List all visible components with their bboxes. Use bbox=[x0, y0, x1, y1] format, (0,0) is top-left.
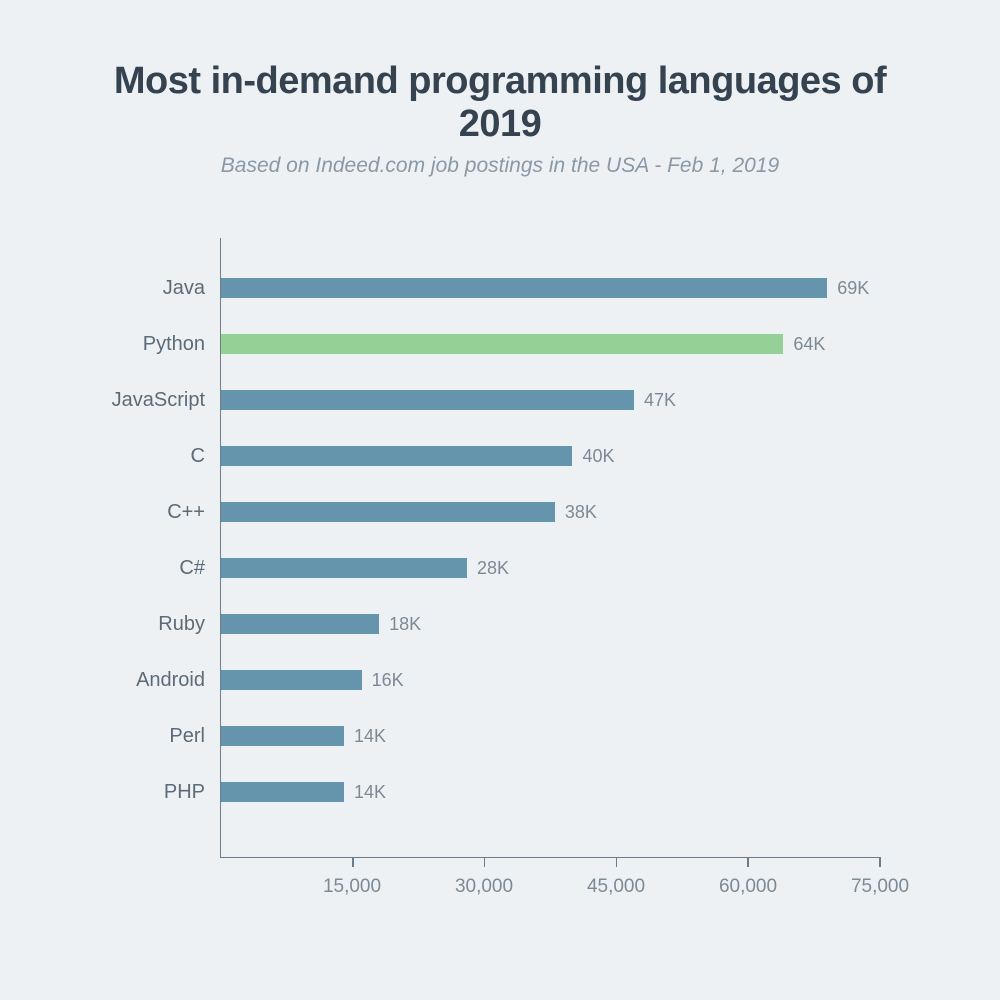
x-tick-label: 75,000 bbox=[851, 876, 909, 898]
bar-row: Java69K bbox=[221, 260, 880, 316]
bar-row: C++38K bbox=[221, 484, 880, 540]
chart: Java69KPython64KJavaScript47KC40KC++38KC… bbox=[70, 238, 930, 858]
bar-label: PHP bbox=[164, 781, 221, 804]
bar-label: Ruby bbox=[158, 613, 221, 636]
bar bbox=[221, 614, 379, 634]
bar-row: Python64K bbox=[221, 316, 880, 372]
x-tick bbox=[616, 857, 618, 867]
x-tick bbox=[747, 857, 749, 867]
bars-container: Java69KPython64KJavaScript47KC40KC++38KC… bbox=[221, 238, 880, 857]
bar bbox=[221, 502, 555, 522]
x-tick bbox=[484, 857, 486, 867]
x-tick-label: 30,000 bbox=[455, 876, 513, 898]
bar-value: 40K bbox=[572, 446, 614, 467]
bar-row: C40K bbox=[221, 428, 880, 484]
x-tick-label: 60,000 bbox=[719, 876, 777, 898]
bar-label: Perl bbox=[169, 725, 221, 748]
bar-label: C bbox=[191, 445, 221, 468]
bar-row: Perl14K bbox=[221, 708, 880, 764]
bar-value: 16K bbox=[362, 670, 404, 691]
x-tick bbox=[879, 857, 881, 867]
bar-row: PHP14K bbox=[221, 764, 880, 820]
bar-value: 18K bbox=[379, 614, 421, 635]
bar-row: JavaScript47K bbox=[221, 372, 880, 428]
x-tick-label: 15,000 bbox=[323, 876, 381, 898]
bar bbox=[221, 558, 467, 578]
bar-value: 64K bbox=[783, 334, 825, 355]
bar bbox=[221, 390, 634, 410]
bar-value: 69K bbox=[827, 278, 869, 299]
bar-value: 28K bbox=[467, 558, 509, 579]
bar bbox=[221, 726, 344, 746]
bar-value: 14K bbox=[344, 782, 386, 803]
bar bbox=[221, 334, 783, 354]
bar-label: Android bbox=[136, 669, 221, 692]
bar-label: Python bbox=[143, 333, 221, 356]
bar bbox=[221, 446, 572, 466]
bar-label: C++ bbox=[167, 501, 221, 524]
bar bbox=[221, 782, 344, 802]
bar-row: C#28K bbox=[221, 540, 880, 596]
bar-label: C# bbox=[179, 557, 221, 580]
bar-row: Android16K bbox=[221, 652, 880, 708]
plot-area: Java69KPython64KJavaScript47KC40KC++38KC… bbox=[220, 238, 880, 858]
bar-value: 14K bbox=[344, 726, 386, 747]
x-tick-label: 45,000 bbox=[587, 876, 645, 898]
bar-value: 47K bbox=[634, 390, 676, 411]
bar bbox=[221, 278, 827, 298]
bar bbox=[221, 670, 362, 690]
bar-label: Java bbox=[163, 277, 221, 300]
bar-row: Ruby18K bbox=[221, 596, 880, 652]
bar-value: 38K bbox=[555, 502, 597, 523]
chart-title: Most in-demand programming languages of … bbox=[70, 60, 930, 146]
chart-subtitle: Based on Indeed.com job postings in the … bbox=[70, 154, 930, 178]
bar-label: JavaScript bbox=[112, 389, 221, 412]
x-ticks bbox=[221, 857, 880, 867]
x-tick bbox=[352, 857, 354, 867]
